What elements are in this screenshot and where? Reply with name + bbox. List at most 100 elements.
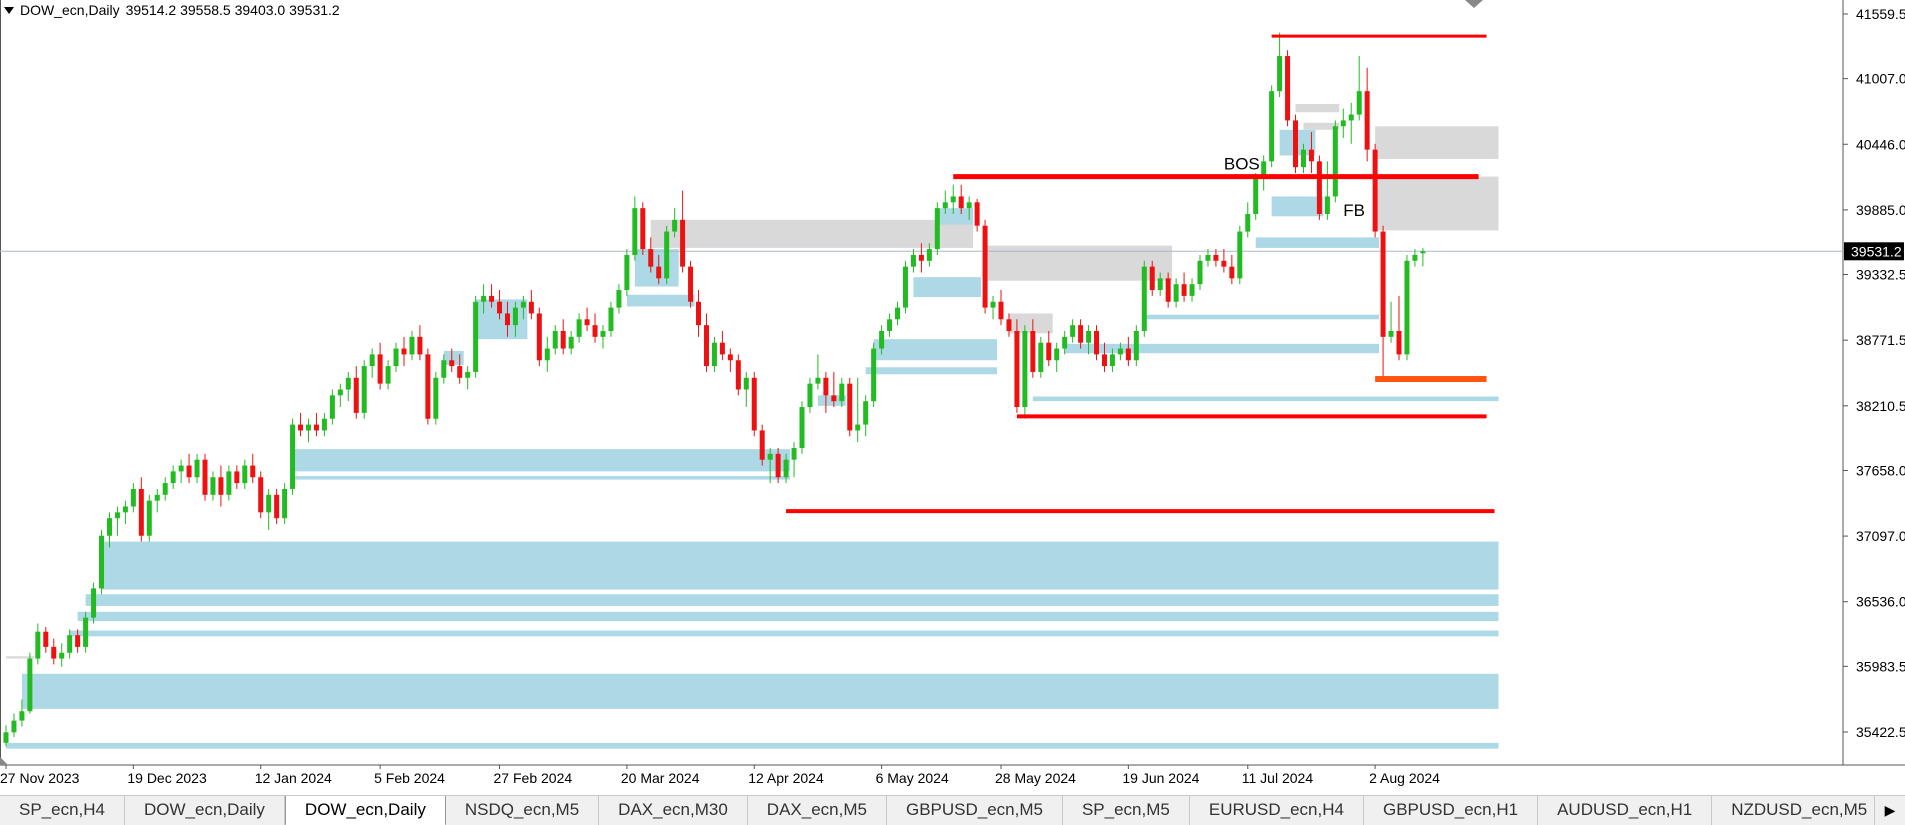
candle-body [425,354,431,419]
candle-body [1364,91,1370,150]
candle-body [1070,325,1076,337]
candle-body [966,202,972,209]
tab-dax-ecn-m30[interactable]: DAX_ecn,M30 [599,796,748,825]
candle-body [377,354,383,384]
demand-zone [1271,196,1324,217]
chart-area[interactable]: BOS FB 41559.5 41007.0 40446.0 39885.0 39332.5… [0,0,1905,795]
candle-body [1189,284,1195,296]
candle-body [321,418,327,431]
x-tick-label: 5 Feb 2024 [374,770,445,786]
candle-body [417,336,423,355]
last-price-label: 39531.2 [1851,243,1902,259]
candle-body [59,652,65,659]
candle-body [274,494,280,519]
candle-body [122,506,128,513]
candle-body [902,266,908,308]
candle-body [282,488,288,519]
annotation-bos: BOS [1224,155,1260,174]
candle-body [99,535,105,589]
candle-body [576,319,582,337]
tab-gbpusd-ecn-m5[interactable]: GBPUSD_ecn,M5 [887,796,1063,825]
candle-body [162,483,168,495]
candle-body [106,518,112,536]
supply-zone [650,219,974,248]
y-tick-label: 37097.0 [1856,528,1905,544]
candle-body [847,383,853,431]
candle-body [632,208,638,255]
candle-body [1133,330,1139,361]
candle-body [353,377,359,413]
candle-body [385,366,391,384]
candle-body [775,453,781,478]
candle-body [130,488,136,507]
candle-body [783,459,789,478]
x-tick-label: 11 Jul 2024 [1242,770,1314,786]
candle-body [1293,120,1299,168]
candle-body [1046,342,1052,361]
tab-dow-ecn-daily-active[interactable]: DOW_ecn,Daily [284,796,446,825]
candle-body [879,330,885,349]
candle-body [839,383,845,402]
candle-body [1094,330,1100,355]
x-tick-label: 12 Jan 2024 [255,770,332,786]
ohlc-values: 39514.2 39558.5 39403.0 39531.2 [125,2,340,18]
candle-body [1006,319,1012,331]
y-tick-label: 38771.5 [1856,332,1905,348]
tab-dow-ecn-daily[interactable]: DOW_ecn,Daily [125,796,285,825]
candle-body [1197,260,1203,285]
x-tick-label: 27 Nov 2023 [0,770,80,786]
supply-zone [6,656,34,659]
candle-body [154,494,160,501]
candle-body [735,360,741,390]
demand-zone [443,350,464,365]
tab-audusd-ecn-h1[interactable]: AUDUSD_ecn,H1 [1538,796,1713,825]
y-tick-label: 39885.0 [1856,202,1905,218]
candle-body [974,202,980,226]
x-tick-label: 19 Jun 2024 [1122,770,1199,786]
chart-shift-marker-icon[interactable] [1465,0,1483,8]
candle-body [345,377,351,390]
candle-body [202,459,208,495]
tab-nzdusd-ecn-m5[interactable]: NZDUSD_ecn,M5 [1712,796,1888,825]
tab-sp-ecn-h4[interactable]: SP_ecn,H4 [0,796,125,825]
y-tick-label: 41007.0 [1856,71,1905,87]
candle-body [1356,91,1362,115]
dropdown-triangle-icon[interactable] [4,6,14,14]
candle-body [512,307,518,326]
candle-body [1221,260,1227,267]
candle-body [1062,336,1068,349]
tab-dax-ecn-m5[interactable]: DAX_ecn,M5 [748,796,887,825]
triangle-right-icon[interactable]: ▶ [1874,796,1905,825]
candle-body [433,377,439,419]
x-tick-label: 28 May 2024 [995,770,1076,786]
candle-body [600,330,606,337]
candle-body [497,301,503,314]
tab-gbpusd-ecn-h1[interactable]: GBPUSD_ecn,H1 [1364,796,1539,825]
candle-body [926,249,932,261]
y-tick-label: 38210.5 [1856,398,1905,414]
candle-body [178,465,184,472]
annotation-fb: FB [1343,201,1365,220]
tab-nsdq-ecn-m5[interactable]: NSDQ_ecn,M5 [446,796,600,825]
candle-body [1213,254,1219,261]
demand-zone [873,339,998,361]
tab-sp-ecn-m5[interactable]: SP_ecn,M5 [1063,796,1190,825]
candle-body [441,360,447,378]
candle-body [218,477,224,495]
tab-eurusd-ecn-h4[interactable]: EURUSD_ecn,H4 [1190,796,1364,825]
candle-body [51,646,57,659]
candle-body [409,336,415,355]
candle-body [1117,348,1123,355]
candle-body [75,635,81,647]
candle-body [313,424,319,431]
candle-body [1030,330,1036,372]
candle-body [266,494,272,513]
price-chart[interactable]: BOS FB 41559.5 41007.0 40446.0 39885.0 39332.5… [0,0,1905,795]
candle-body [1125,348,1131,361]
candle-body [1078,325,1084,343]
candle-body [1014,330,1020,408]
symbol-label: DOW_ecn,Daily [20,2,120,18]
candle-body [401,348,407,355]
candle-body [361,366,367,413]
candle-body [226,471,232,495]
